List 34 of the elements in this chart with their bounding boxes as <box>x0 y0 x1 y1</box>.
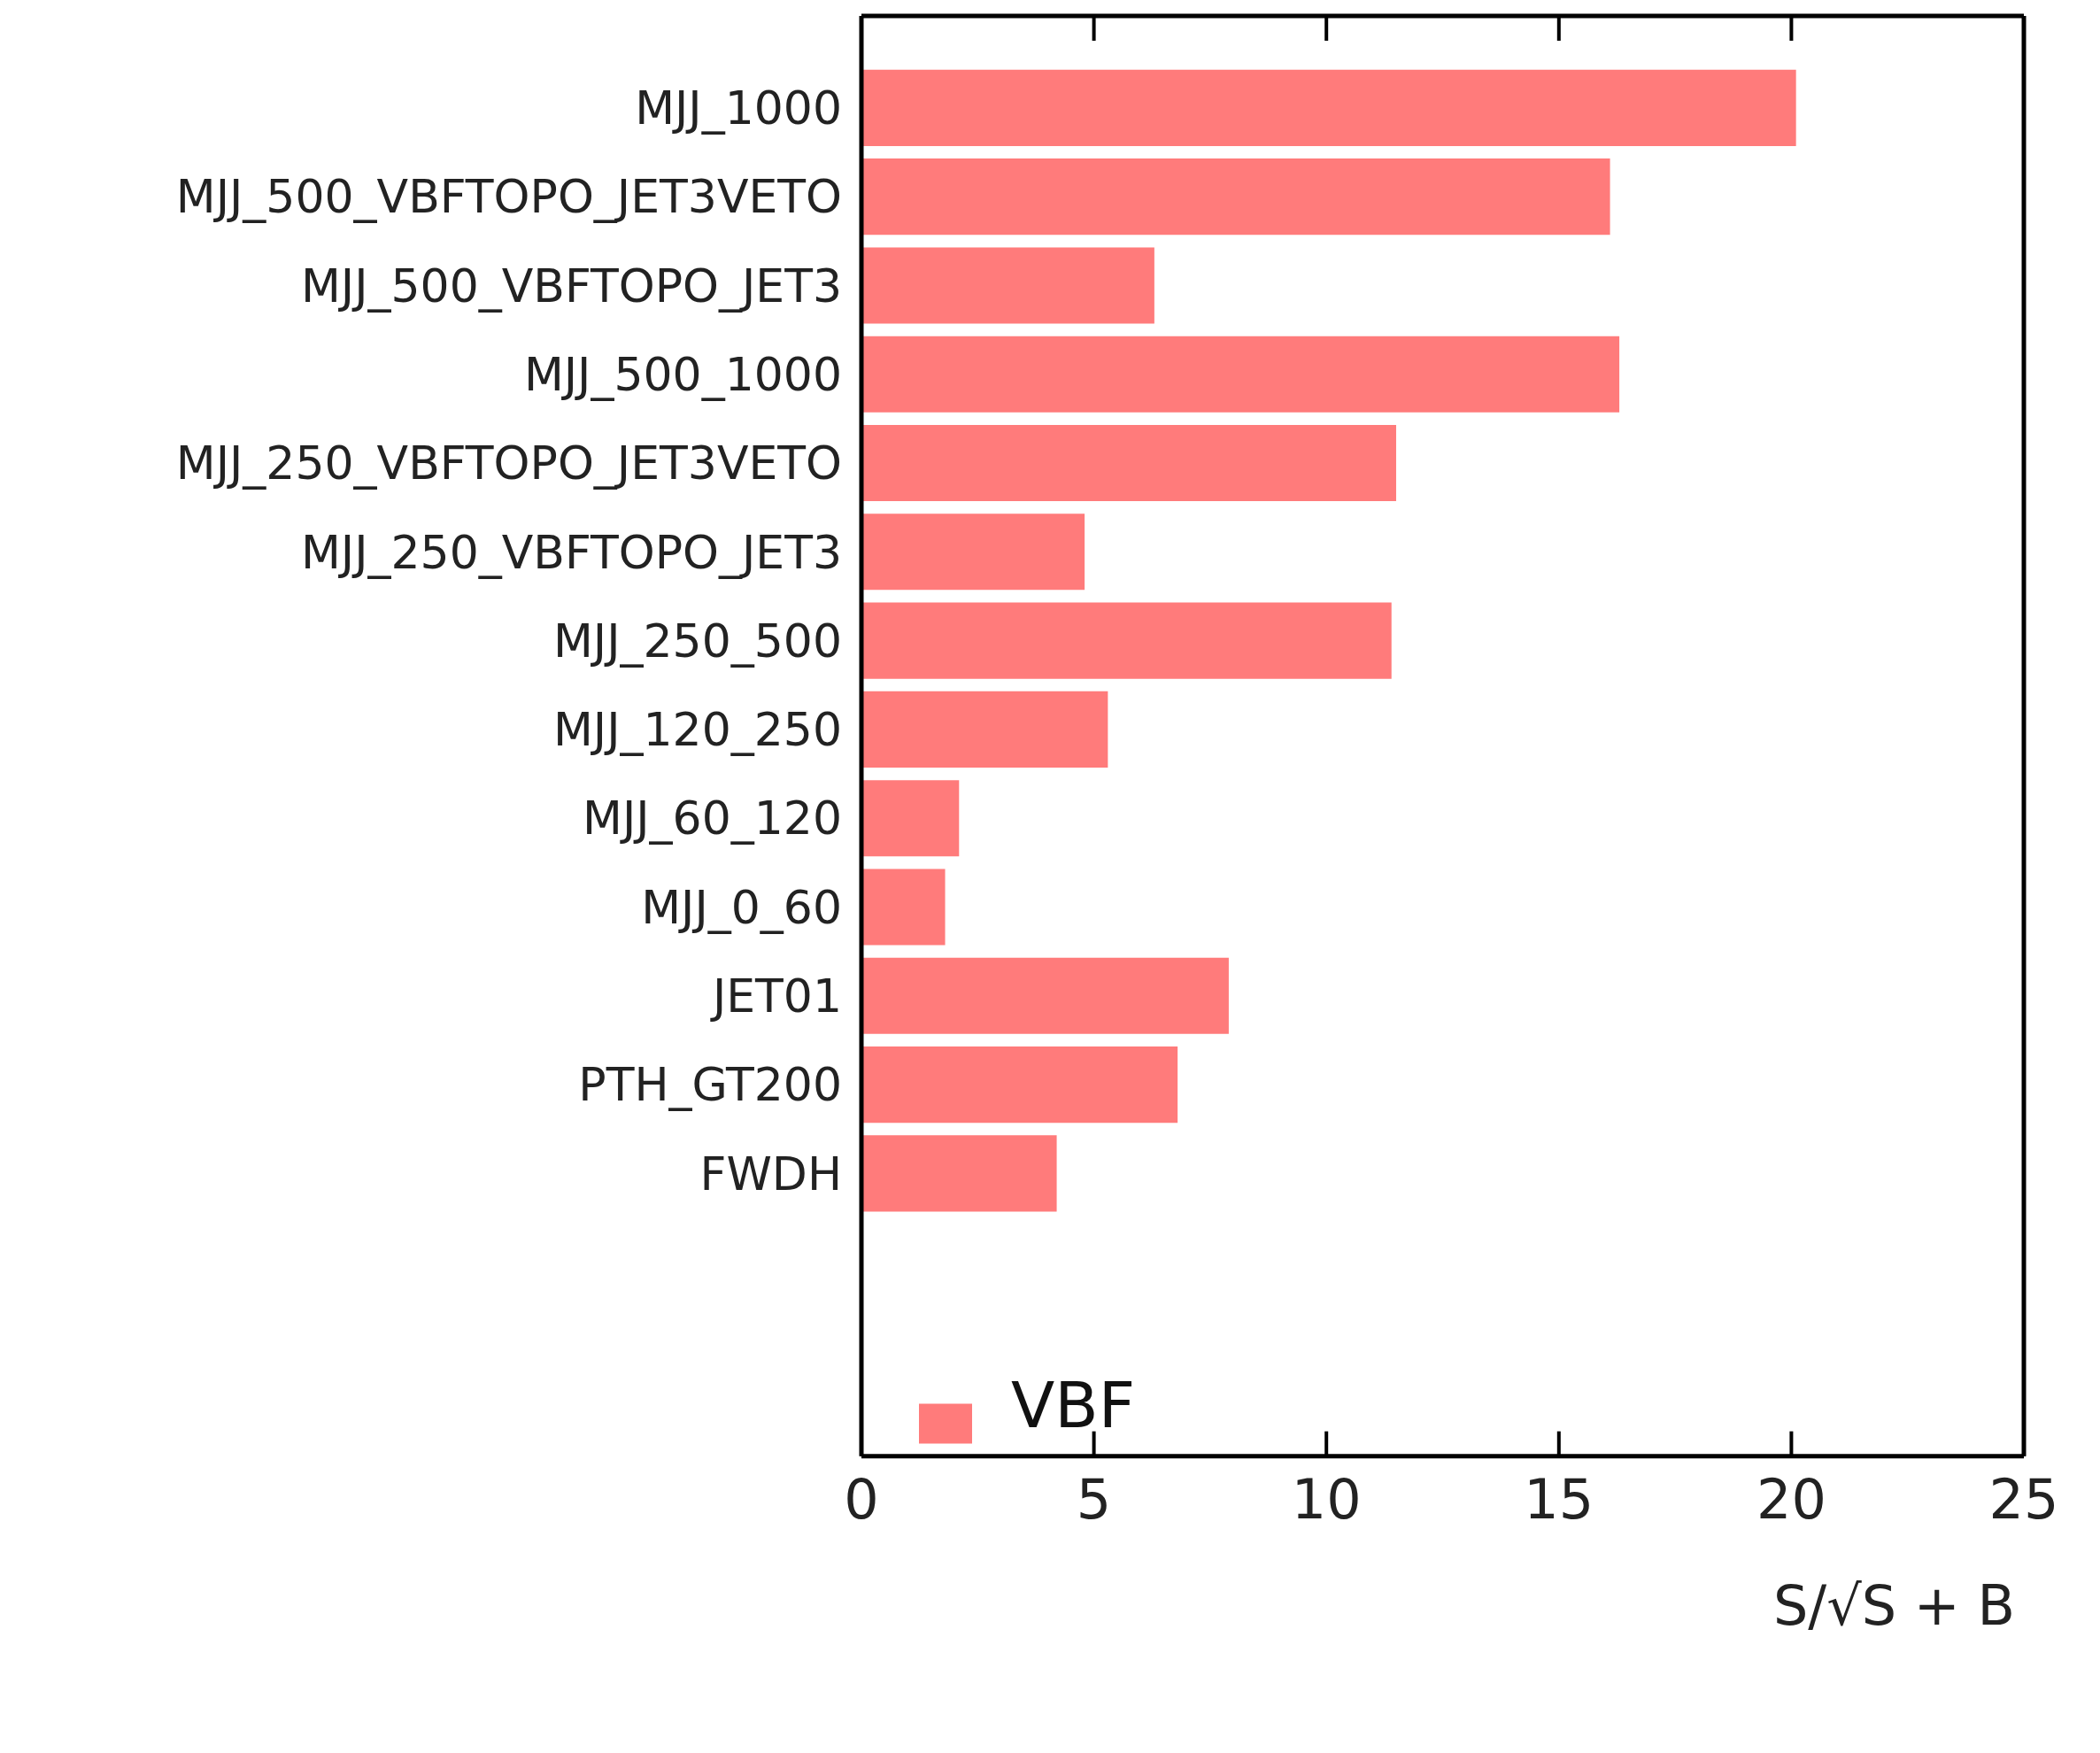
y-tick-label: MJJ_500_VBFTOPO_JET3VETO <box>175 170 842 224</box>
y-tick-label: PTH_GT200 <box>578 1058 842 1112</box>
y-tick-label: MJJ_60_120 <box>583 792 842 846</box>
y-tick-label: JET01 <box>709 969 842 1023</box>
y-tick-label: MJJ_250_VBFTOPO_JET3VETO <box>175 436 842 490</box>
bar <box>861 69 1796 146</box>
y-tick-label: MJJ_250_VBFTOPO_JET3 <box>300 525 842 579</box>
y-tick-label: MJJ_500_1000 <box>523 348 842 402</box>
y-tick-label: FWDH <box>699 1147 842 1201</box>
bar <box>861 247 1154 324</box>
x-tick-label: 15 <box>1524 1466 1594 1532</box>
bar <box>861 1135 1057 1212</box>
bar <box>861 1046 1178 1124</box>
bar <box>861 336 1620 413</box>
x-tick-label: 25 <box>1988 1466 2059 1532</box>
bar <box>861 780 960 857</box>
bar <box>861 602 1392 679</box>
y-tick-label: MJJ_0_60 <box>641 880 842 934</box>
y-tick-label: MJJ_250_500 <box>552 614 842 668</box>
y-tick-label: MJJ_1000 <box>635 81 842 135</box>
bar <box>861 957 1229 1034</box>
x-tick-label: 10 <box>1291 1466 1362 1532</box>
y-tick-label: MJJ_120_250 <box>552 703 842 757</box>
x-axis-title: S/√S + B <box>1772 1572 2015 1638</box>
x-tick-label: 5 <box>1076 1466 1112 1532</box>
y-tick-label: MJJ_500_VBFTOPO_JET3 <box>300 259 842 313</box>
bar <box>861 424 1396 502</box>
x-tick-label: 0 <box>844 1466 879 1532</box>
bar <box>861 158 1610 236</box>
bar <box>861 869 946 946</box>
x-tick-label: 20 <box>1756 1466 1826 1532</box>
bar <box>861 691 1108 768</box>
bar <box>861 514 1085 591</box>
legend-label: VBF <box>1011 1367 1136 1442</box>
